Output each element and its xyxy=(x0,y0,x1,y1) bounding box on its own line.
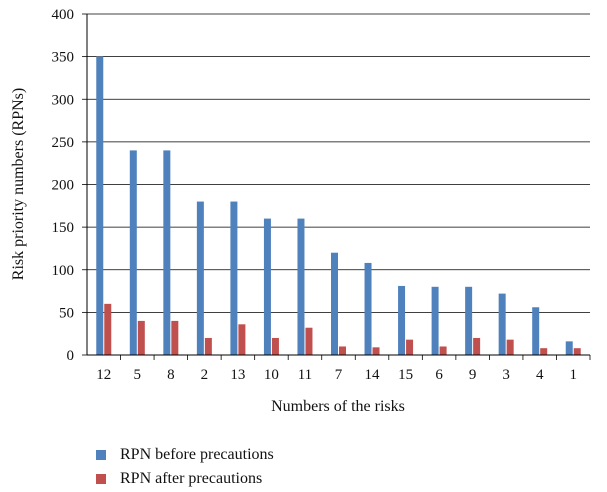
bar-after-1 xyxy=(573,348,581,355)
bar-before-13 xyxy=(230,201,238,355)
bar-after-3 xyxy=(506,339,514,355)
bar-after-6 xyxy=(439,346,447,355)
bar-before-12 xyxy=(96,56,104,355)
y-tick-label: 250 xyxy=(52,135,75,151)
x-tick-label: 15 xyxy=(398,367,413,383)
bar-before-6 xyxy=(431,286,439,355)
bar-before-2 xyxy=(196,201,204,355)
x-tick-label: 8 xyxy=(167,367,175,383)
y-tick-label: 200 xyxy=(52,178,75,194)
bar-after-12 xyxy=(104,303,112,355)
bar-after-7 xyxy=(339,346,346,355)
y-tick-label: 100 xyxy=(52,263,75,279)
gridlines xyxy=(82,13,590,356)
x-tick-label: 3 xyxy=(502,367,510,383)
bar-before-4 xyxy=(532,307,540,355)
bar-after-8 xyxy=(171,320,179,355)
bars xyxy=(96,56,581,355)
x-tick-label: 7 xyxy=(335,367,343,383)
y-tick-label: 150 xyxy=(52,220,75,236)
legend-item-after: RPN after precautions xyxy=(96,467,274,491)
x-tick-labels: 12 5 8 2 13 10 11 7 14 15 6 9 3 4 1 xyxy=(96,367,577,383)
legend-label-after: RPN after precautions xyxy=(120,470,263,487)
y-axis-title: Risk priority numbers (RPNs) xyxy=(10,88,27,280)
x-tick-label: 9 xyxy=(469,367,477,383)
x-tick-label: 2 xyxy=(201,367,209,383)
bar-before-5 xyxy=(129,150,137,355)
x-tick-label: 13 xyxy=(230,367,245,383)
legend: RPN before precautions RPN after precaut… xyxy=(96,443,274,491)
x-axis-title: Numbers of the risks xyxy=(271,398,405,415)
x-tick-label: 5 xyxy=(134,367,142,383)
bar-before-9 xyxy=(465,286,473,355)
bar-before-7 xyxy=(331,252,338,355)
bar-after-10 xyxy=(271,337,279,355)
bar-before-10 xyxy=(263,218,271,355)
bar-before-11 xyxy=(297,218,305,355)
bar-before-14 xyxy=(364,262,372,355)
bar-after-11 xyxy=(305,327,313,355)
legend-label-before: RPN before precautions xyxy=(120,446,274,463)
bar-after-2 xyxy=(204,337,212,355)
bar-after-13 xyxy=(238,324,246,355)
x-tick-label: 4 xyxy=(536,367,544,383)
legend-swatch-before xyxy=(96,450,106,460)
legend-swatch-after xyxy=(96,474,106,484)
bar-after-15 xyxy=(406,339,414,355)
bar-after-14 xyxy=(372,347,380,355)
bar-after-9 xyxy=(473,337,481,355)
bar-after-4 xyxy=(540,348,548,355)
y-tick-label: 400 xyxy=(52,7,75,23)
x-tick-label: 1 xyxy=(569,367,577,383)
y-tick-labels: 0 50 100 150 200 250 300 350 400 xyxy=(52,7,75,364)
y-tick-label: 300 xyxy=(52,92,75,108)
bar-before-8 xyxy=(163,150,171,355)
x-tick-label: 6 xyxy=(435,367,443,383)
y-tick-label: 50 xyxy=(59,305,74,321)
x-tick-label: 14 xyxy=(365,367,381,383)
y-tick-label: 0 xyxy=(67,348,75,364)
axes xyxy=(86,14,591,360)
x-tick-label: 12 xyxy=(96,367,111,383)
bar-before-1 xyxy=(565,341,573,355)
x-tick-label: 11 xyxy=(298,367,312,383)
x-tick-label: 10 xyxy=(264,367,279,383)
bar-before-15 xyxy=(398,285,406,355)
bar-before-3 xyxy=(498,293,506,355)
legend-item-before: RPN before precautions xyxy=(96,443,274,467)
y-tick-label: 350 xyxy=(52,50,75,66)
bar-after-5 xyxy=(137,320,145,355)
